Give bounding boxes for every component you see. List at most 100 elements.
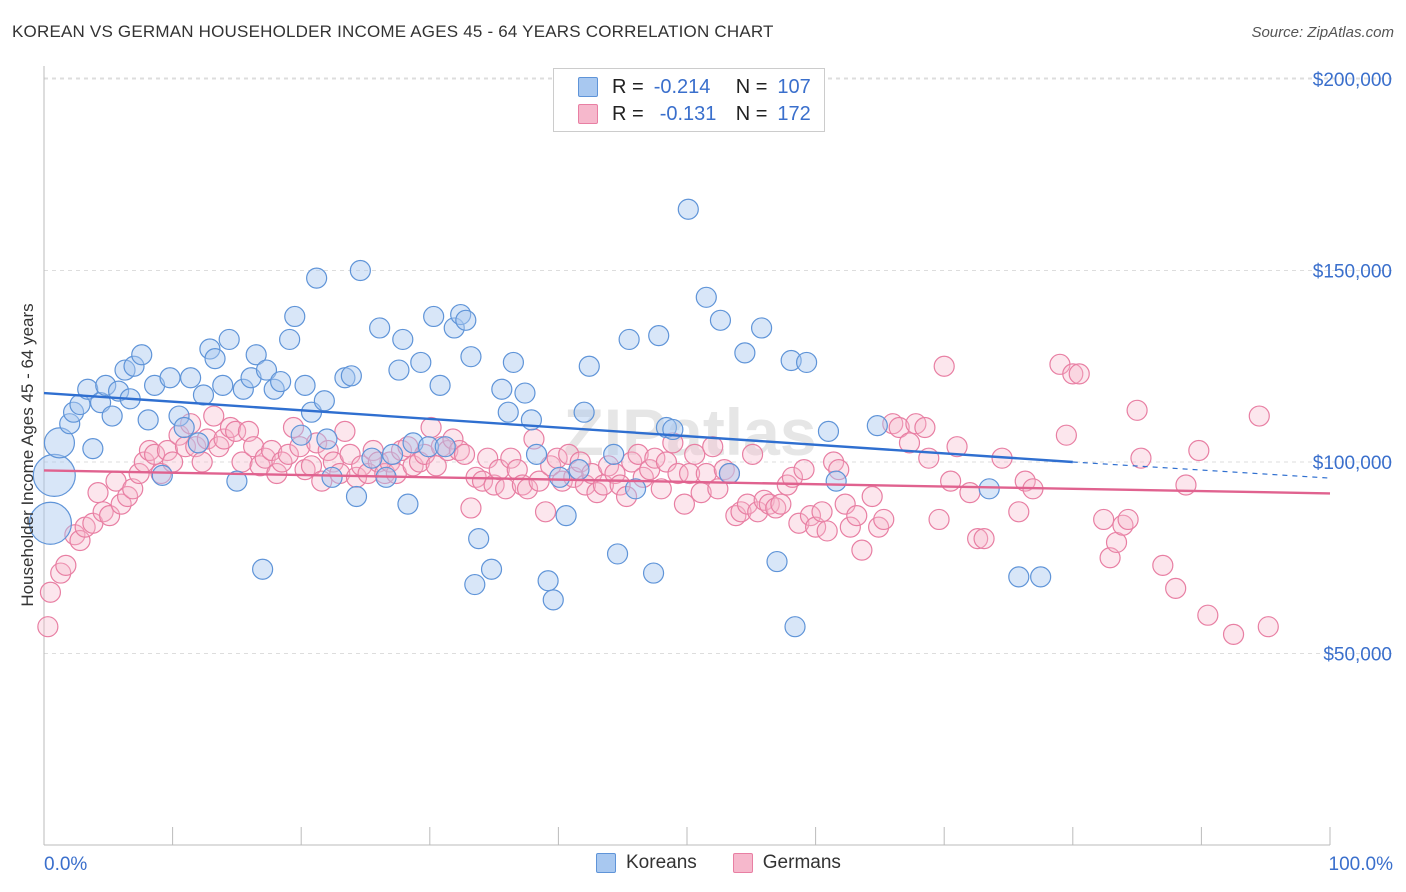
korean-point-78: [549, 466, 571, 488]
german-point-130: [788, 512, 810, 534]
korean-point-81: [573, 401, 595, 423]
series-label-germans: Germans: [762, 852, 841, 873]
korean-point-2: [43, 427, 76, 459]
legend-r-value-koreans: -0.214: [653, 75, 711, 98]
korean-point-37: [279, 328, 301, 351]
german-point-89: [551, 470, 573, 492]
german-point-172: [1130, 447, 1152, 469]
legend-r-value-germans: -0.131: [659, 102, 717, 125]
korean-point-85: [618, 328, 640, 351]
korean-point-71: [497, 401, 519, 423]
korean-point-26: [204, 347, 226, 370]
german-point-165: [1068, 363, 1090, 385]
german-point-164: [1062, 363, 1084, 385]
korean-point-86: [624, 478, 647, 500]
german-point-151: [928, 508, 950, 531]
german-point-129: [781, 466, 804, 488]
korean-point-98: [780, 349, 802, 372]
korean-point-76: [537, 570, 559, 592]
german-point-42: [282, 416, 305, 439]
korean-point-50: [361, 447, 383, 469]
german-point-86: [534, 501, 557, 523]
korean-point-92: [695, 286, 717, 308]
korean-point-24: [192, 384, 215, 406]
korean-point-39: [290, 424, 312, 446]
korean-point-14: [123, 355, 145, 377]
korean-point-42: [306, 267, 328, 289]
korean-point-69: [480, 558, 503, 580]
korean-point-65: [455, 309, 477, 331]
korean-point-3: [59, 413, 81, 435]
y-tick-label-4: $200,000: [1313, 70, 1392, 91]
german-point-152: [933, 355, 955, 377]
german-point-145: [882, 413, 904, 435]
german-point-98: [604, 462, 626, 485]
korean-point-25: [199, 338, 221, 360]
korean-point-105: [1008, 566, 1030, 588]
german-point-18: [143, 443, 166, 465]
german-point-90: [558, 443, 580, 465]
legend-swatch-germans: [578, 104, 598, 124]
korean-point-15: [131, 344, 153, 366]
korean-point-40: [294, 374, 316, 396]
korean-point-93: [709, 309, 732, 331]
german-point-122: [741, 443, 764, 465]
korean-point-44: [316, 428, 338, 450]
korean-point-106: [1030, 566, 1052, 588]
koreans-points: [28, 198, 1052, 638]
series-legend-koreans[interactable]: Koreans: [596, 852, 697, 874]
korean-point-63: [443, 317, 465, 339]
german-point-178: [1222, 623, 1245, 645]
korean-point-10: [101, 405, 123, 427]
german-point-20: [156, 439, 179, 462]
korean-point-45: [321, 466, 343, 488]
korean-point-30: [232, 378, 254, 400]
korean-point-23: [187, 432, 209, 454]
korean-point-102: [825, 470, 847, 492]
german-point-107: [655, 451, 678, 473]
german-point-52: [339, 443, 361, 465]
korean-point-100: [795, 351, 818, 374]
korean-point-36: [270, 370, 292, 393]
korean-point-95: [734, 342, 756, 364]
korean-point-84: [606, 543, 629, 565]
german-point-138: [834, 493, 856, 515]
german-point-109: [667, 462, 689, 485]
legend-n-label-germans: N =: [735, 102, 768, 125]
german-point-170: [1117, 508, 1139, 531]
german-point-102: [627, 443, 649, 465]
german-point-110: [673, 493, 696, 515]
german-point-176: [1188, 439, 1210, 462]
korean-point-11: [107, 380, 130, 402]
chart-title: KOREAN VS GERMAN HOUSEHOLDER INCOME AGES…: [12, 22, 774, 41]
germans-trend-line: [43, 469, 1331, 495]
german-point-132: [799, 505, 822, 527]
legend-r-label-germans: R =: [612, 102, 644, 125]
y-axis-label: Householder Income Ages 45 - 64 years: [18, 303, 37, 606]
german-point-0: [37, 616, 59, 638]
series-legend-germans[interactable]: Germans: [732, 852, 841, 874]
german-point-3: [55, 554, 77, 577]
korean-point-73: [514, 382, 536, 404]
x-tick-label-start: 0.0%: [44, 854, 87, 875]
koreans-trend-line: [43, 391, 1073, 464]
german-point-73: [460, 497, 482, 519]
german-point-173: [1152, 554, 1174, 577]
korean-point-49: [349, 259, 371, 282]
y-tick-label-3: $150,000: [1313, 262, 1392, 283]
german-point-5: [69, 529, 91, 552]
german-point-26: [191, 451, 213, 473]
korean-point-9: [95, 374, 117, 396]
german-point-30: [213, 428, 235, 450]
german-point-174: [1165, 577, 1187, 599]
legend-r-label-koreans: R =: [612, 75, 644, 98]
x-tick-label-end: 100.0%: [1329, 854, 1394, 875]
german-point-32: [225, 420, 247, 442]
korean-point-19: [159, 367, 181, 389]
legend-n-label-koreans: N =: [735, 75, 768, 98]
german-point-35: [243, 436, 265, 458]
german-point-127: [770, 493, 792, 515]
german-point-146: [888, 416, 910, 439]
korean-point-97: [766, 550, 788, 573]
german-point-112: [684, 443, 706, 465]
